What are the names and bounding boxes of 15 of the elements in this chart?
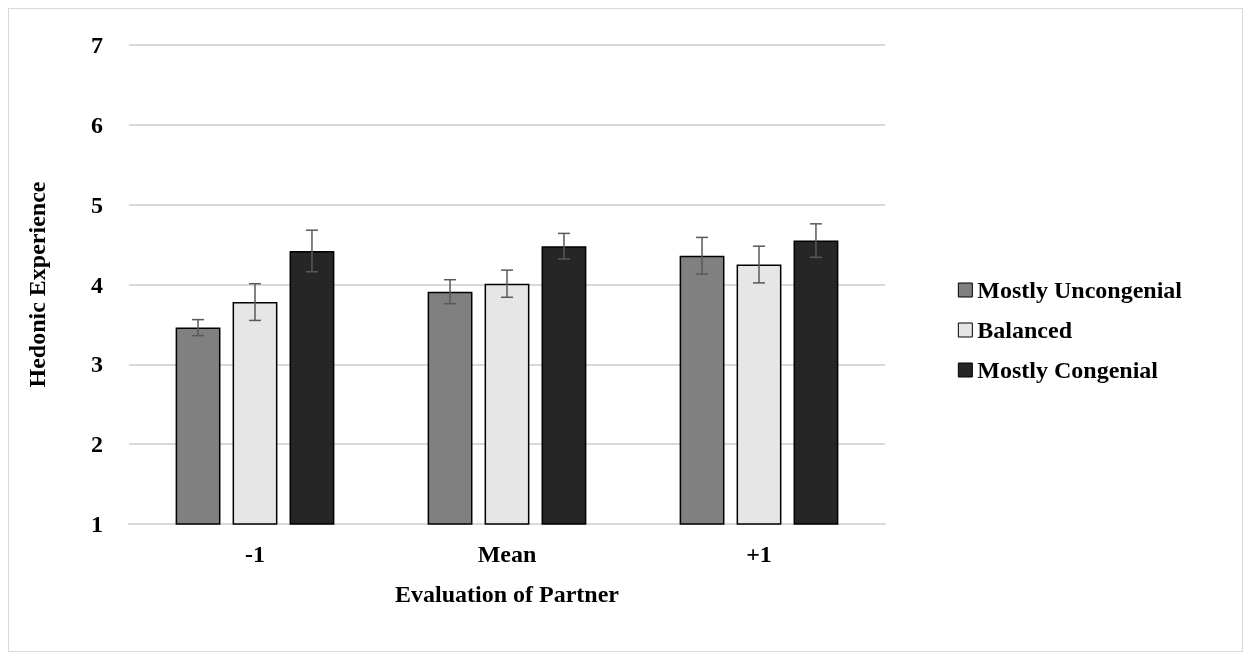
y-tick-label: 6 — [91, 111, 103, 138]
legend-label: Mostly Uncongenial — [977, 277, 1183, 303]
legend-label: Mostly Congenial — [977, 357, 1159, 383]
x-tick-label: -1 — [245, 541, 265, 567]
x-axis-title: Evaluation of Partner — [395, 581, 620, 607]
y-tick-label: 7 — [91, 32, 103, 58]
x-tick-label: Mean — [477, 541, 537, 567]
y-tick-label: 5 — [91, 191, 103, 218]
y-tick-label: 4 — [91, 271, 103, 298]
y-tick-label: 1 — [91, 511, 103, 537]
legend-label: Balanced — [977, 317, 1073, 343]
y-tick-label: 3 — [91, 351, 103, 378]
x-tick-label: +1 — [746, 541, 772, 567]
y-axis-title: Hedonic Experience — [24, 181, 50, 388]
y-tick-label: 2 — [91, 431, 103, 458]
